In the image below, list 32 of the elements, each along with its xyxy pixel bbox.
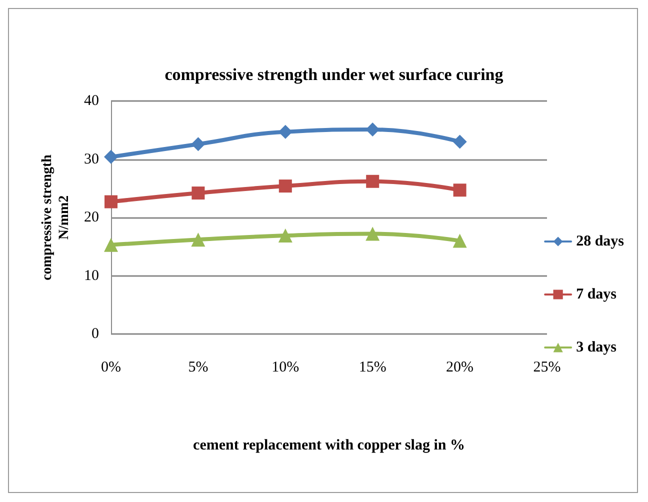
y-tick-label: 30: [84, 151, 99, 168]
point: [191, 232, 206, 247]
x-tick-label: 10%: [272, 360, 300, 376]
point: [104, 150, 118, 164]
point: [104, 195, 118, 208]
point: [278, 228, 292, 243]
y-tick-label: 10: [84, 268, 99, 284]
y-tick-label: 0: [92, 326, 99, 342]
legend-label: 7 days: [576, 286, 617, 302]
point: [366, 174, 380, 188]
x-tick-label: 5%: [188, 360, 208, 376]
point: [278, 124, 292, 139]
legend-label: 28 days: [576, 234, 624, 250]
x-tick-label: 20%: [446, 360, 474, 376]
x-tick-label: 0%: [101, 360, 121, 376]
point: [366, 122, 380, 137]
point: [191, 137, 206, 152]
point: [192, 186, 205, 200]
x-tick-label: 15%: [358, 360, 386, 376]
x-axis-title: cement replacement with copper slag in %: [193, 438, 465, 454]
y-axis-title: compressive strength N/mm2: [40, 154, 72, 280]
y-tick-label: 40: [84, 93, 99, 109]
point: [452, 134, 467, 149]
y-tick-label: 20: [84, 210, 99, 226]
point: [452, 234, 467, 248]
point: [104, 238, 118, 252]
point: [278, 180, 292, 193]
chart-title: compressive strength under wet surface curing: [164, 65, 504, 84]
legend-label: 3 days: [576, 340, 617, 356]
x-tick-label: 25%: [533, 360, 561, 376]
point: [453, 184, 466, 197]
point: [366, 226, 380, 241]
